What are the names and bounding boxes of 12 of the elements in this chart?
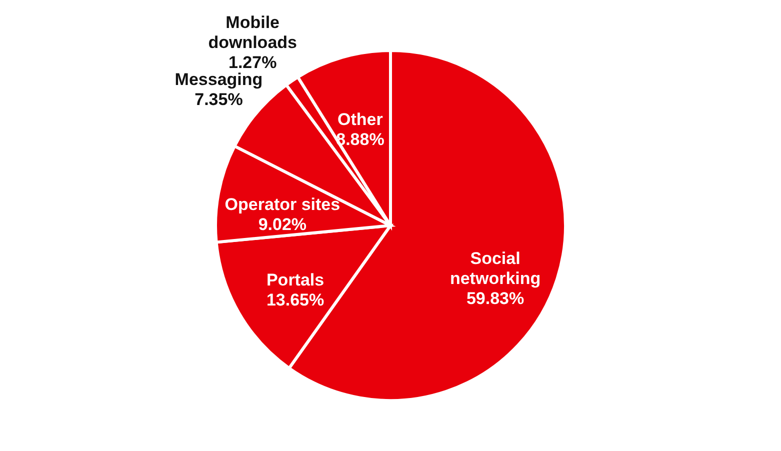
slice-label: Operator sites [224, 194, 340, 214]
slice-label: Messaging [174, 70, 263, 90]
data-label: 59.83% [466, 288, 524, 308]
data-label: 1.27% [228, 52, 277, 72]
slice-label: Mobile downloads [208, 12, 297, 52]
slice-label: Portals [266, 270, 324, 290]
data-label: 7.35% [194, 90, 243, 110]
data-label: 13.65% [266, 290, 324, 310]
slice-label: Other [338, 110, 384, 129]
slice-label: Social networking [450, 248, 541, 288]
data-label: 8.88% [336, 130, 384, 149]
data-label: 9.02% [258, 214, 307, 234]
